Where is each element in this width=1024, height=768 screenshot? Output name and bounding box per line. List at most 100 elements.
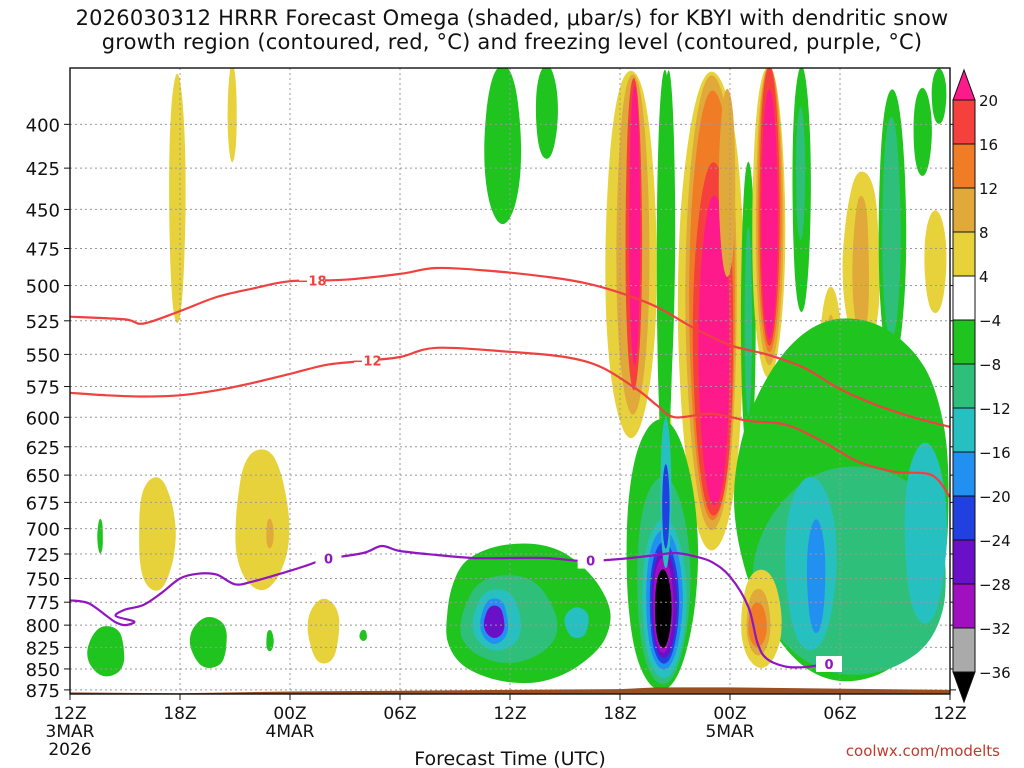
isotherm-label-0-1: 0: [586, 555, 595, 570]
colorbar-swatch-1: [952, 99, 976, 145]
y-tick-label-700: 700: [26, 520, 60, 541]
y-tick-label-525: 525: [26, 312, 60, 333]
x-date-label-6: 5MAR: [706, 722, 755, 742]
omega-region-orange-lower: [266, 518, 274, 549]
isotherm--18-contour: [70, 266, 950, 428]
y-tick-label-825: 825: [26, 638, 60, 659]
y-tick-label-400: 400: [26, 115, 60, 136]
x-tick-label-5: 18Z: [603, 704, 636, 724]
colorbar-label-11: −28: [979, 576, 1011, 594]
omega-region-magenta-col-3: [698, 195, 730, 506]
colorbar-swatch-12: [952, 583, 976, 629]
isotherm-0-contour: [70, 544, 841, 669]
colorbar-swatch-9: [952, 451, 976, 497]
isotherm-label-bg: [315, 550, 342, 567]
isotherm-label--18-0: −18: [298, 275, 327, 290]
y-tick-label-675: 675: [26, 493, 60, 514]
colorbar-label-5: −4: [979, 312, 1001, 330]
colorbar-swatch-top: [952, 68, 976, 101]
omega-region-yellow-lower-2: [235, 449, 290, 591]
isotherm-label-0-2: 0: [824, 658, 833, 673]
omega-region-green-small-3: [189, 617, 227, 668]
colorbar-swatch-11: [952, 539, 976, 585]
omega-region-green-small-2: [87, 626, 125, 677]
isotherm-label-bg: [816, 655, 842, 672]
chart-title-line-1: 2026030312 HRRR Forecast Omega (shaded, …: [75, 6, 949, 30]
y-tick-label-575: 575: [26, 378, 60, 399]
y-tick-label-850: 850: [26, 660, 60, 681]
omega-region-green-col-10: [913, 87, 932, 176]
y-tick-label-750: 750: [26, 570, 60, 591]
x-tick-label-0: 12Z: [53, 704, 86, 724]
omega-region-green-small-1: [97, 518, 103, 554]
y-tick-label-800: 800: [26, 616, 60, 637]
omega-region-blue-right-low: [806, 519, 826, 634]
omega-region-green-dot: [359, 629, 367, 641]
colorbar-swatch-6: [952, 319, 976, 365]
isotherm-label-bg: [577, 552, 604, 569]
x-year-label-0: 2026: [48, 740, 91, 760]
omega-region-yellow-upper-1: [169, 73, 186, 323]
x-tick-label-3: 06Z: [383, 704, 416, 724]
colorbar-label-1: 16: [979, 136, 998, 154]
colorbar-label-0: 20: [979, 92, 998, 110]
x-tick-label-8: 12Z: [933, 704, 966, 724]
x-tick-label-2: 00Z: [273, 704, 306, 724]
x-tick-label-6: 00Z: [713, 704, 746, 724]
y-tick-label-875: 875: [26, 681, 60, 702]
colorbar-label-7: −12: [979, 400, 1011, 418]
colorbar-label-13: −36: [979, 664, 1011, 682]
omega-region-yellow-col-12: [924, 210, 947, 314]
isotherm-label-bg: [299, 272, 325, 289]
credit-link[interactable]: coolwx.com/modelts: [845, 742, 1000, 760]
terrain: [70, 687, 950, 694]
colorbar-swatch-8: [952, 407, 976, 453]
omega-region-yellow-lower-1: [139, 477, 176, 591]
y-tick-label-500: 500: [26, 277, 60, 298]
x-axis-label: Forecast Time (UTC): [414, 748, 605, 768]
x-date-label-0: 3MAR: [46, 722, 95, 742]
colorbar-label-3: 8: [979, 224, 989, 242]
y-tick-label-650: 650: [26, 466, 60, 487]
isotherm-label-bg: [354, 352, 380, 369]
colorbar-label-9: −20: [979, 488, 1011, 506]
omega-region-purple-mid-col: [662, 464, 670, 549]
colorbar-swatch-4: [952, 231, 976, 277]
omega-region-black-core: [655, 569, 672, 648]
colorbar-label-2: 12: [979, 180, 998, 198]
colorbar-label-12: −32: [979, 620, 1011, 638]
colorbar-swatch-5: [952, 275, 976, 321]
colorbar-swatch-3: [952, 187, 976, 233]
omega-region-purple-low: [483, 605, 505, 638]
colorbar-label-4: 4: [979, 268, 989, 286]
omega-region-tan-top: [718, 88, 736, 277]
omega-region-magenta-col-5: [761, 89, 778, 340]
omega-region-teal-col-9: [882, 116, 901, 340]
omega-region-teal-col-4: [744, 226, 752, 416]
omega-region-magenta-col-1: [629, 85, 641, 366]
omega-region-yellow-lower-3: [307, 598, 340, 664]
omega-region-green-upper-2: [535, 68, 558, 159]
y-tick-label-425: 425: [26, 159, 60, 180]
x-date-label-2: 4MAR: [266, 722, 315, 742]
colorbar-swatch-2: [952, 143, 976, 189]
colorbar-swatch-7: [952, 363, 976, 409]
omega-region-green-upper-1: [484, 68, 522, 225]
colorbar-swatch-bottom: [952, 671, 976, 704]
x-tick-label-7: 06Z: [823, 704, 856, 724]
omega-region-green-col-11: [931, 68, 947, 124]
x-tick-label-4: 12Z: [493, 704, 526, 724]
omega-region-teal-col-6: [796, 107, 806, 240]
colorbar-label-6: −8: [979, 356, 1001, 374]
isotherm-label--12-0: −12: [353, 355, 382, 370]
y-tick-label-600: 600: [26, 408, 60, 429]
y-tick-label-625: 625: [26, 438, 60, 459]
omega-region-yellow-upper-2: [227, 68, 237, 163]
colorbar-label-10: −24: [979, 532, 1011, 550]
y-tick-label-550: 550: [26, 345, 60, 366]
isotherm-label-0-0: 0: [324, 553, 333, 568]
y-tick-label-475: 475: [26, 239, 60, 260]
y-tick-label-450: 450: [26, 200, 60, 221]
omega-region-cyan-low-2: [564, 607, 589, 638]
